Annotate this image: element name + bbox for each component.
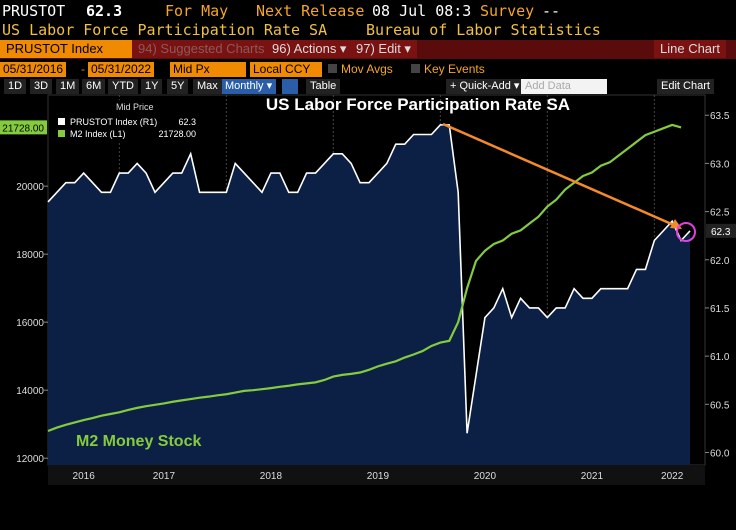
y2-tick-label: 60.5 [710,400,730,411]
y2-tick-label: 61.5 [710,304,730,315]
x-tick-label: 2022 [661,471,684,482]
ticker: PRUSTOT [2,2,66,20]
y2-tick-label: 62.0 [710,256,730,267]
x-tick-label: 2017 [153,471,176,482]
period-label: For May [165,2,229,20]
footer-line: Japan 81 3 4563 8900 Singapore 65 6212 1… [80,495,566,504]
footer-line: Australia 61 2 9777 8600 Brazil 5511 239… [80,486,644,495]
chart-type[interactable]: Line Chart [654,40,726,58]
add-data[interactable]: Add Data [521,79,607,94]
highlight-circle [676,222,696,242]
checkbox[interactable] [411,64,420,73]
option[interactable]: Key Events [424,62,485,76]
option[interactable]: Mov Avgs [341,62,393,76]
y-tick-label: 20000 [16,182,44,193]
currency-field[interactable]: Local CCY [250,62,322,77]
x-tick-label: 2020 [474,471,497,482]
footer-line: SN 645678 EDT GMT-4:00 H948-1675-172 03-… [440,505,715,514]
y-tick-label: 12000 [16,454,44,465]
y-tick-label: 14000 [16,386,44,397]
table-button[interactable]: Table [306,79,341,94]
period-button[interactable]: 1M [56,79,80,94]
period-button[interactable]: 1Y [141,79,163,94]
y2-tick-label: 61.0 [710,352,730,363]
value-tag-label: 21728.00 [2,123,44,134]
y-tick-label: 16000 [16,318,44,329]
legend-swatch [58,130,65,137]
value-tag [706,223,736,238]
x-tick-label: 2016 [73,471,96,482]
quick-add[interactable]: + Quick-Add ▾ [446,79,524,94]
legend-title: Mid Price [116,102,154,112]
annotation: M2 Money Stock [76,433,201,450]
release-date: 08 Jul 08:3 [372,2,472,20]
legend-entry: PRUSTOT Index (R1) [70,117,157,127]
security-field[interactable]: PRUSTOT Index [0,40,132,58]
series-line [47,124,691,434]
legend-value: 21728.00 [158,129,196,139]
period-button[interactable]: 6M [82,79,106,94]
survey-value: -- [542,2,561,20]
period-button[interactable]: 3D [30,79,53,94]
value-tag-label: 62.3 [711,227,731,238]
frequency[interactable]: Monthly ▾ [221,79,277,94]
x-tick-label: 2019 [367,471,390,482]
chart-icon[interactable] [282,79,298,94]
source: Bureau of Labor Statistics [366,21,601,39]
date-dash: - [81,62,85,76]
toolbar-button[interactable]: 97) Edit ▾ [350,40,417,58]
y2-tick-label: 63.5 [710,111,730,122]
trend-arrow [442,122,677,228]
period-button[interactable]: Max [193,79,222,94]
x-axis-band [48,465,705,485]
security-name: US Labor Force Participation Rate SA [2,21,328,39]
area-fill [48,124,690,466]
last-value: 62.3 [86,2,123,20]
start-date[interactable]: 05/31/2016 [0,62,67,77]
chart-title: US Labor Force Participation Rate SA [266,95,570,114]
value-tag [0,120,47,135]
period-button[interactable]: YTD [108,79,138,94]
x-tick-label: 2021 [581,471,604,482]
checkbox[interactable] [328,64,337,73]
period-button[interactable]: 5Y [167,79,189,94]
period-button[interactable]: 1D [4,79,27,94]
edit-chart[interactable]: Edit Chart [657,79,714,94]
price-field[interactable]: Mid Px [170,62,246,77]
survey-label: Survey [480,2,535,20]
release-label: Next Release [256,2,365,20]
y2-tick-label: 60.0 [710,448,730,459]
legend-entry: M2 Index (L1) [70,129,126,139]
legend-swatch [58,118,65,125]
toolbar-button[interactable]: 96) Actions ▾ [266,40,353,58]
x-tick-label: 2018 [260,471,283,482]
end-date[interactable]: 05/31/2022 [88,62,155,77]
legend-value: 62.3 [178,117,196,127]
legend-box [52,100,200,142]
y-tick-label: 18000 [16,250,44,261]
y2-tick-label: 63.0 [710,159,730,170]
toolbar-button[interactable]: 94) Suggested Charts [132,40,271,58]
y2-tick-label: 62.5 [710,208,730,219]
